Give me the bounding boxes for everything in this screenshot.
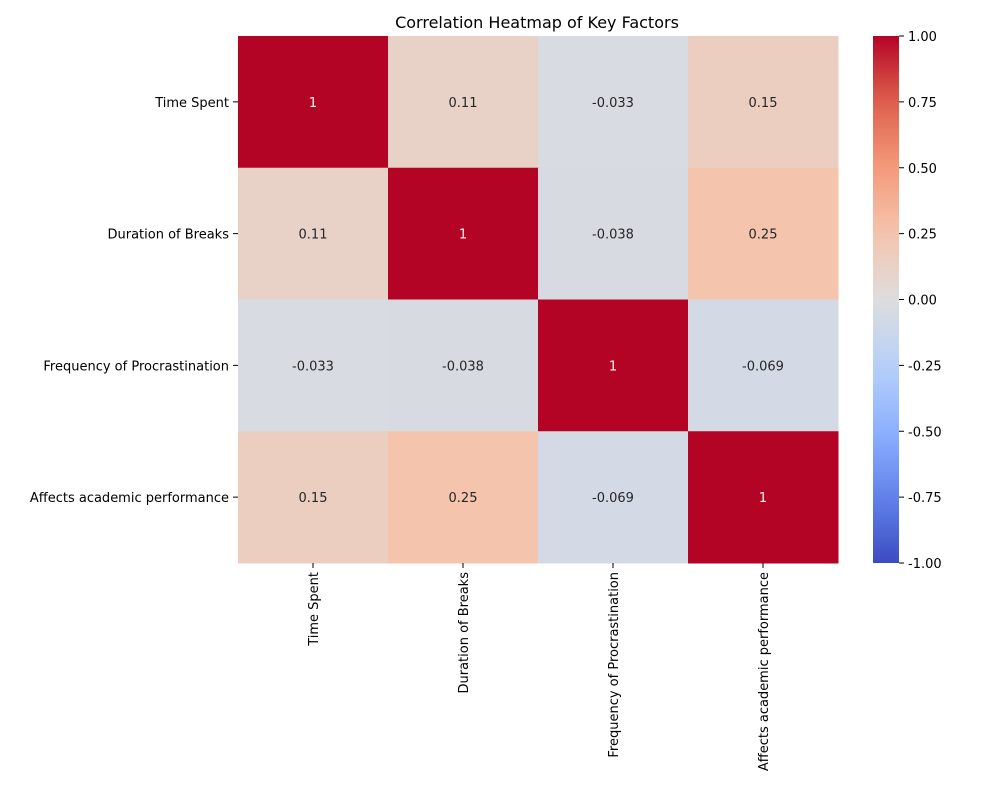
heatmap-cell xyxy=(538,431,689,564)
column-tick-label: Affects academic performance xyxy=(757,572,772,771)
colorbar-tick-label: 1.00 xyxy=(908,30,937,45)
cell-value-label: 1 xyxy=(609,359,617,374)
heatmap-cell xyxy=(238,431,389,564)
colorbar-tick-label: 0.50 xyxy=(908,162,937,177)
colorbar-tick-label: -0.50 xyxy=(908,425,942,440)
heatmap-cell xyxy=(388,36,539,169)
cell-value-label: -0.038 xyxy=(442,359,484,374)
colorbar-ticks: 1.00 0.75 0.50 0.25 0.00 -0.25 -0.50 -0.75 -1.00 xyxy=(899,30,942,572)
colorbar xyxy=(873,36,899,563)
cell-value-label: -0.069 xyxy=(592,491,634,506)
colorbar-tick-label: -0.25 xyxy=(908,359,942,374)
cell-value-label: 0.25 xyxy=(749,228,778,243)
heatmap-cell xyxy=(688,167,839,300)
column-tick-labels: Time Spent Duration of Breaks Frequency of… xyxy=(307,563,772,771)
chart-title: Correlation Heatmap of Key Factors xyxy=(395,13,679,32)
row-tick-label: Frequency of Procrastination xyxy=(43,359,229,374)
cell-value-label: -0.033 xyxy=(292,359,334,374)
heatmap-cell xyxy=(538,299,689,432)
cell-value-label: 1 xyxy=(309,96,317,111)
row-tick-label: Time Spent xyxy=(154,96,229,111)
colorbar-tick-label: 0.00 xyxy=(908,294,937,309)
row-tick-label: Affects academic performance xyxy=(30,491,229,506)
heatmap-cell xyxy=(238,167,389,300)
heatmap-cell xyxy=(688,299,839,432)
heatmap-cell xyxy=(388,167,539,300)
cell-value-label: 0.25 xyxy=(449,491,478,506)
cell-value-label: -0.069 xyxy=(742,359,784,374)
heatmap-cell xyxy=(538,167,689,300)
cell-value-label: 1 xyxy=(759,491,767,506)
row-tick-label: Duration of Breaks xyxy=(107,228,229,243)
heatmap-cell xyxy=(538,36,689,169)
colorbar-tick-label: 0.25 xyxy=(908,228,937,243)
colorbar-tick-label: -0.75 xyxy=(908,491,942,506)
cell-value-label: -0.038 xyxy=(592,228,634,243)
heatmap-cell xyxy=(388,431,539,564)
colorbar-tick-label: -1.00 xyxy=(908,557,942,572)
cell-value-label: 0.11 xyxy=(299,228,328,243)
heatmap-cell xyxy=(238,299,389,432)
row-tick-labels: Time Spent Duration of Breaks Frequency of… xyxy=(30,96,238,506)
heatmap-cell xyxy=(388,299,539,432)
cell-value-label: 0.11 xyxy=(449,96,478,111)
heatmap-cell xyxy=(238,36,389,169)
cell-value-label: 0.15 xyxy=(749,96,778,111)
colorbar-tick-label: 0.75 xyxy=(908,96,937,111)
column-tick-label: Frequency of Procrastination xyxy=(607,572,622,758)
heatmap-cell xyxy=(688,36,839,169)
cell-value-label: -0.033 xyxy=(592,96,634,111)
cell-value-label: 1 xyxy=(459,228,467,243)
heatmap-cells: 1 0.11 -0.033 0.15 0.11 1 -0.038 0.25 -0.033 -0.0… xyxy=(238,36,839,564)
column-tick-label: Time Spent xyxy=(307,572,322,647)
cell-value-label: 0.15 xyxy=(299,491,328,506)
column-tick-label: Duration of Breaks xyxy=(457,572,472,694)
heatmap-cell xyxy=(688,431,839,564)
